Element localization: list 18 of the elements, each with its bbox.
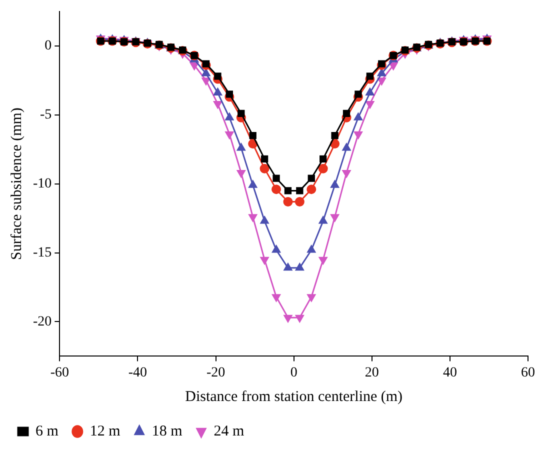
y-tick-label: -20 bbox=[32, 314, 52, 330]
x-tick-label: -40 bbox=[128, 365, 148, 380]
x-tick-label: 40 bbox=[442, 365, 457, 380]
legend-label: 12 m bbox=[90, 423, 121, 440]
x-tick-label: 0 bbox=[290, 365, 298, 380]
legend-label: 6 m bbox=[36, 423, 59, 440]
x-axis-title: Distance from station centerline (m) bbox=[185, 388, 403, 405]
x-tick-label: 20 bbox=[364, 365, 379, 380]
x-tick-label: -60 bbox=[50, 365, 69, 380]
y-tick-label: 0 bbox=[44, 38, 52, 54]
y-tick-label: -10 bbox=[32, 176, 52, 192]
y-tick-label: -5 bbox=[40, 108, 52, 123]
y-axis-title: Surface subsidence (mm) bbox=[8, 108, 25, 260]
legend-label: 24 m bbox=[214, 423, 244, 440]
y-tick-label: -15 bbox=[32, 245, 52, 260]
legend-label: 18 m bbox=[152, 423, 183, 440]
x-tick-label: 60 bbox=[521, 365, 535, 380]
x-tick-label: -20 bbox=[206, 365, 226, 380]
